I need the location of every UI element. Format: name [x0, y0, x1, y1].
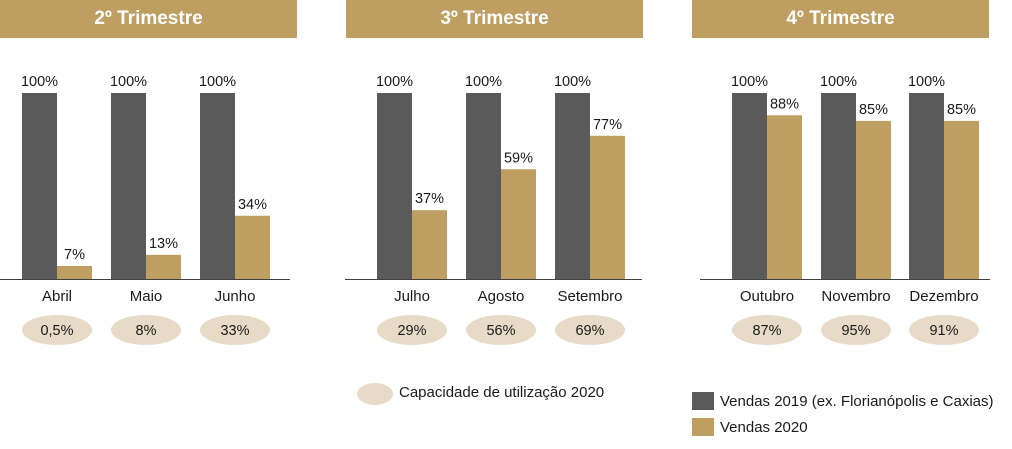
bar-2019-setembro [555, 93, 590, 279]
label-2020-julho: 37% [415, 191, 444, 207]
capacity-label-junho: 33% [220, 323, 249, 339]
label-2019-julho: 100% [376, 74, 413, 90]
capacity-label-maio: 8% [136, 323, 157, 339]
category-label-julho: Julho [394, 288, 430, 305]
bar-2019-abril [22, 93, 57, 279]
capacity-label-setembro: 69% [575, 323, 604, 339]
legend-label-2019: Vendas 2019 (ex. Florianópolis e Caxias) [720, 393, 994, 410]
label-2020-outubro: 88% [770, 96, 799, 112]
legend-label-2020: Vendas 2020 [720, 419, 808, 436]
bar-2020-junho [235, 215, 270, 279]
label-2019-junho: 100% [199, 74, 236, 90]
legend-swatch-2020 [692, 418, 714, 436]
capacity-ellipse-outubro [732, 315, 802, 345]
bar-2020-novembro [856, 120, 891, 280]
capacity-label-julho: 29% [397, 323, 426, 339]
bar-2019-julho [377, 93, 412, 279]
label-2020-maio: 13% [149, 236, 178, 252]
bar-2020-dezembro [944, 120, 979, 280]
capacity-label-dezembro: 91% [929, 323, 958, 339]
label-2019-setembro: 100% [554, 74, 591, 90]
category-label-novembro: Novembro [821, 288, 890, 305]
bar-2019-novembro [821, 93, 856, 279]
capacity-ellipse-julho [377, 315, 447, 345]
label-2020-dezembro: 85% [947, 102, 976, 118]
category-label-maio: Maio [130, 288, 163, 305]
category-label-agosto: Agosto [478, 288, 525, 305]
label-2020-agosto: 59% [504, 150, 533, 166]
label-2020-novembro: 85% [859, 102, 888, 118]
capacity-label-abril: 0,5% [40, 323, 73, 339]
bar-2020-outubro [767, 115, 802, 279]
category-label-junho: Junho [215, 288, 256, 305]
label-2020-junho: 34% [238, 197, 267, 213]
capacity-ellipse-agosto [466, 315, 536, 345]
label-2019-outubro: 100% [731, 74, 768, 90]
capacity-label-outubro: 87% [752, 323, 781, 339]
capacity-ellipse-abril [22, 315, 92, 345]
legend-capacity-label: Capacidade de utilização 2020 [399, 384, 605, 401]
capacity-ellipse-dezembro [909, 315, 979, 345]
bar-2020-maio [146, 254, 181, 279]
bar-2020-julho [412, 210, 447, 279]
bar-2020-abril [57, 265, 92, 279]
category-label-outubro: Outubro [740, 288, 794, 305]
bar-2020-agosto [501, 169, 536, 279]
label-2019-agosto: 100% [465, 74, 502, 90]
capacity-ellipse-novembro [821, 315, 891, 345]
quarter-header-q3: 3º Trimestre [346, 0, 643, 38]
category-label-dezembro: Dezembro [909, 288, 978, 305]
capacity-label-novembro: 95% [841, 323, 870, 339]
label-2020-abril: 7% [64, 247, 85, 263]
bar-2019-outubro [732, 93, 767, 279]
quarter-header-q4: 4º Trimestre [692, 0, 989, 38]
bar-2019-junho [200, 93, 235, 279]
label-2019-dezembro: 100% [908, 74, 945, 90]
label-2019-maio: 100% [110, 74, 147, 90]
category-label-setembro: Setembro [557, 288, 622, 305]
bar-2020-setembro [590, 135, 625, 279]
legend-swatch-2019 [692, 392, 714, 410]
legend-capacity-ellipse [357, 383, 393, 405]
label-2019-abril: 100% [21, 74, 58, 90]
label-2020-setembro: 77% [593, 117, 622, 133]
label-2019-novembro: 100% [820, 74, 857, 90]
bar-2019-agosto [466, 93, 501, 279]
capacity-ellipse-setembro [555, 315, 625, 345]
bar-2019-maio [111, 93, 146, 279]
capacity-label-agosto: 56% [486, 323, 515, 339]
capacity-ellipse-maio [111, 315, 181, 345]
capacity-ellipse-junho [200, 315, 270, 345]
quarter-header-q2: 2º Trimestre [0, 0, 297, 38]
bar-2019-dezembro [909, 93, 944, 279]
category-label-abril: Abril [42, 288, 72, 305]
